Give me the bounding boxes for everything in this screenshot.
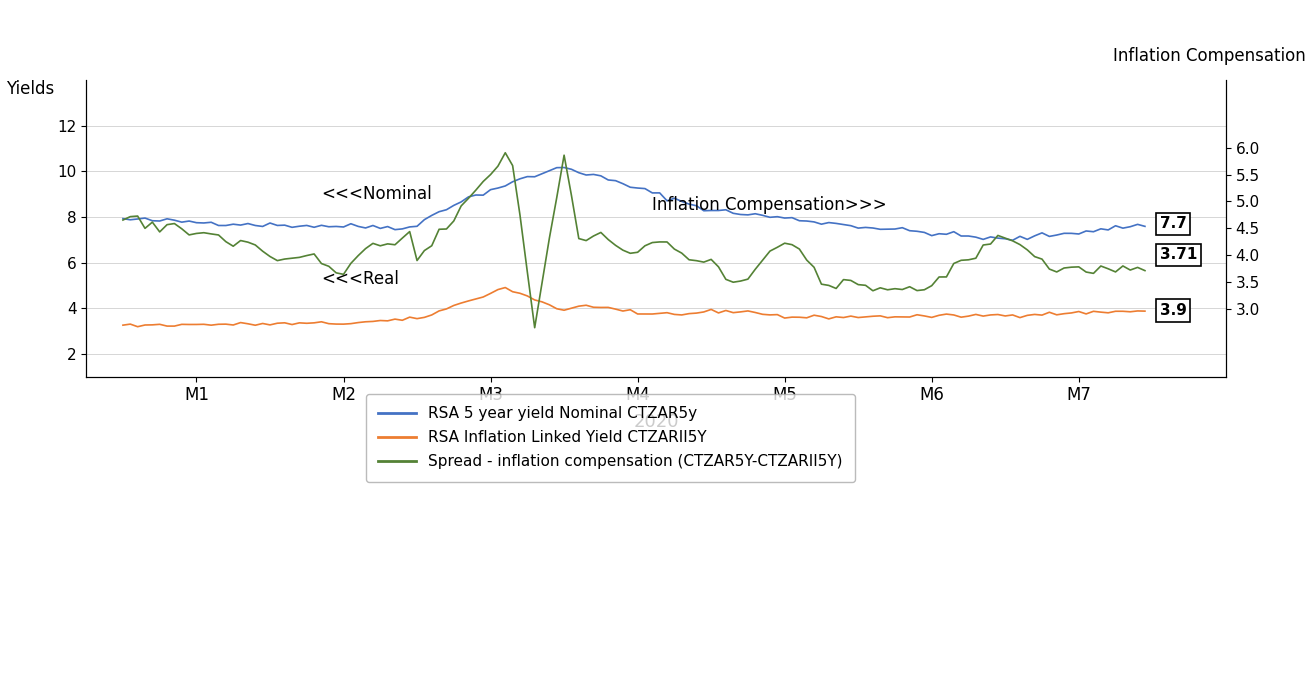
Text: <<<Nominal: <<<Nominal	[321, 185, 432, 203]
Text: <<<Real: <<<Real	[321, 270, 399, 288]
Text: Inflation Compensation>>>: Inflation Compensation>>>	[652, 196, 887, 214]
Legend: RSA 5 year yield Nominal CTZAR5y, RSA Inflation Linked Yield CTZARII5Y, Spread -: RSA 5 year yield Nominal CTZAR5y, RSA In…	[366, 394, 855, 482]
Text: 3.9: 3.9	[1160, 303, 1186, 318]
Text: Yields: Yields	[7, 80, 55, 99]
Text: Inflation Compensation: Inflation Compensation	[1113, 48, 1305, 65]
Text: 3.71: 3.71	[1160, 247, 1197, 263]
Text: 7.7: 7.7	[1160, 216, 1186, 232]
X-axis label: 2020: 2020	[634, 413, 678, 431]
